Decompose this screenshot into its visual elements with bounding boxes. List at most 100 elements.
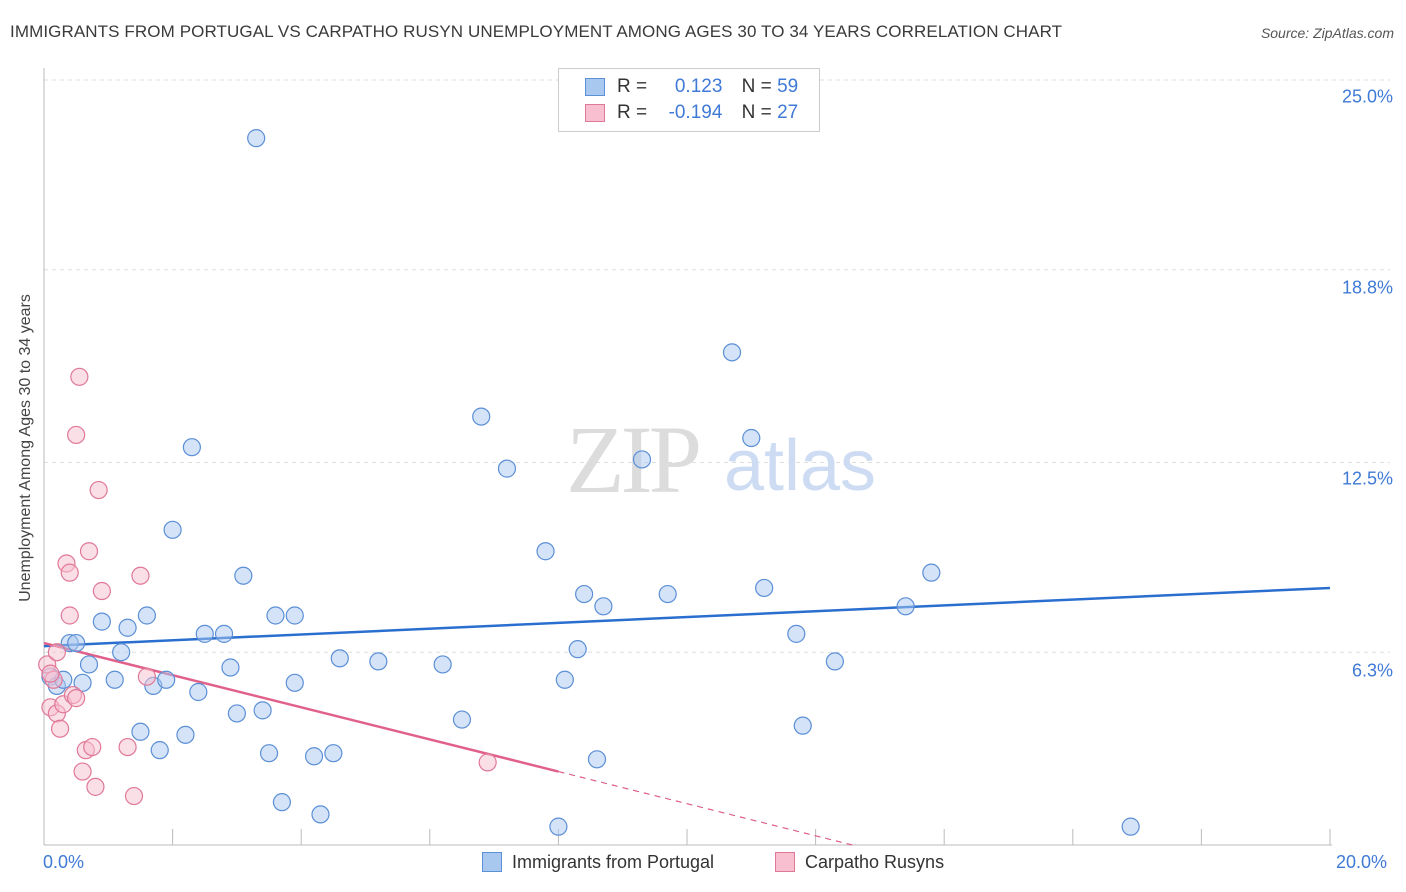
point-portugal (137, 606, 156, 625)
legend-swatch-portugal (482, 852, 502, 872)
point-carpatho (73, 762, 92, 781)
point-portugal (67, 633, 86, 653)
point-portugal (227, 704, 246, 723)
point-portugal (266, 606, 285, 625)
point-carpatho (67, 689, 86, 708)
point-portugal (433, 655, 452, 674)
point-portugal (92, 612, 111, 631)
point-portugal (568, 640, 587, 659)
chart-title: IMMIGRANTS FROM PORTUGAL VS CARPATHO RUS… (10, 22, 1063, 41)
legend-n-value: 59 (777, 76, 799, 97)
point-portugal (922, 563, 941, 582)
y-axis-label-wrapper: Unemployment Among Ages 30 to 34 years (17, 140, 35, 602)
point-portugal (163, 520, 182, 539)
watermark: ZIP atlas (566, 406, 876, 513)
point-portugal (658, 584, 677, 604)
point-carpatho (86, 777, 105, 796)
point-portugal (195, 624, 214, 643)
point-portugal (587, 750, 607, 769)
point-portugal (259, 744, 279, 763)
point-portugal (536, 542, 555, 561)
point-carpatho (47, 643, 66, 662)
stats-legend: R = 0.123 N = 59 R = -0.194 N = 27 (558, 68, 820, 132)
point-portugal (221, 658, 240, 677)
point-portugal (112, 643, 131, 662)
point-carpatho (118, 737, 137, 757)
legend-swatch-carpatho (585, 104, 605, 122)
legend-n-label: N = (741, 76, 772, 97)
legend-label-carpatho: Carpatho Rusyns (805, 852, 945, 872)
legend-item-portugal[interactable]: Immigrants from Portugal (482, 852, 714, 873)
x-tick-label-max: 20.0% (1336, 852, 1388, 872)
y-axis-label: Unemployment Among Ages 30 to 34 years (17, 294, 34, 602)
point-carpatho (92, 581, 111, 601)
legend-r-value: -0.194 (668, 102, 723, 123)
point-portugal (896, 597, 915, 616)
point-portugal (272, 793, 292, 812)
point-portugal (304, 747, 324, 766)
point-portugal (575, 584, 594, 604)
point-portugal (742, 428, 761, 448)
point-portugal (722, 343, 742, 362)
point-carpatho (79, 542, 99, 561)
legend-swatch-portugal (585, 78, 605, 96)
point-portugal (247, 129, 266, 148)
point-portugal (234, 566, 253, 585)
point-portugal (549, 817, 568, 836)
point-portugal (787, 624, 806, 643)
chart-source: Source: ZipAtlas.com (1260, 25, 1394, 41)
trend-line-carpatho-dashed (558, 770, 853, 846)
point-carpatho (70, 367, 89, 386)
legend-swatch-carpatho (775, 852, 795, 872)
point-portugal (472, 407, 491, 426)
legend-r-value: 0.123 (674, 76, 723, 97)
point-portugal (825, 652, 844, 671)
point-portugal (324, 744, 343, 763)
point-portugal (555, 670, 574, 689)
point-portugal (253, 701, 272, 720)
legend-item-carpatho[interactable]: Carpatho Rusyns (775, 852, 944, 873)
trend-line-carpatho (43, 641, 559, 773)
point-portugal (131, 722, 150, 741)
point-portugal (1121, 817, 1140, 836)
point-carpatho (50, 719, 70, 738)
point-portugal (214, 624, 234, 643)
point-carpatho (60, 606, 79, 625)
point-portugal (285, 606, 304, 625)
legend-n-label: N = (741, 102, 772, 123)
legend-r-label: R = (617, 76, 648, 97)
point-carpatho (137, 667, 156, 686)
point-carpatho (131, 566, 150, 585)
point-portugal (369, 652, 388, 671)
watermark-zip: ZIP (566, 406, 699, 513)
point-portugal (176, 725, 195, 744)
point-portugal (632, 450, 652, 469)
point-portugal (150, 741, 169, 760)
point-portugal (330, 649, 349, 668)
point-carpatho (83, 737, 102, 757)
point-carpatho (41, 664, 60, 683)
point-portugal (793, 716, 812, 735)
point-portugal (182, 438, 201, 457)
y-tick-label: 25.0% (1341, 86, 1393, 107)
point-portugal (285, 673, 304, 692)
legend-n-value: 27 (777, 102, 799, 123)
point-portugal (157, 670, 176, 689)
point-carpatho (89, 480, 108, 500)
point-portugal (755, 578, 774, 598)
point-portugal (79, 655, 99, 674)
point-portugal (73, 673, 92, 692)
point-portugal (105, 670, 124, 689)
legend-r-label: R = (617, 102, 648, 123)
point-carpatho (60, 563, 79, 582)
point-portugal (497, 459, 517, 478)
point-portugal (118, 618, 137, 637)
y-tick-label: 18.8% (1341, 277, 1393, 298)
point-portugal (594, 597, 613, 616)
point-carpatho (124, 786, 144, 806)
y-tick-label: 6.3% (1351, 660, 1393, 681)
point-carpatho (478, 753, 497, 772)
point-portugal (311, 805, 330, 824)
legend-label-portugal: Immigrants from Portugal (512, 852, 715, 872)
